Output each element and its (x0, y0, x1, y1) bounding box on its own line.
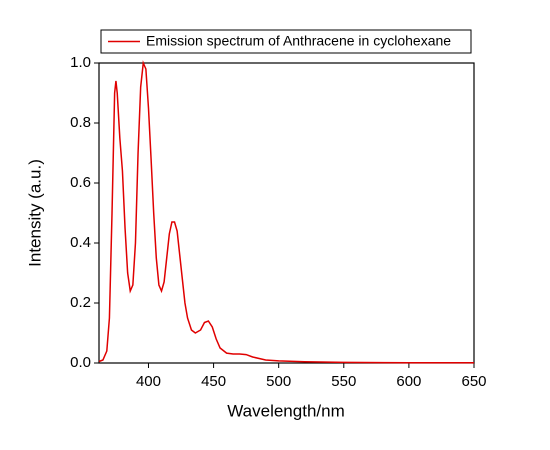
legend-text: Emission spectrum of Anthracene in cyclo… (146, 33, 451, 49)
x-tick-label: 550 (331, 373, 356, 390)
y-tick-label: 0.6 (70, 174, 91, 191)
y-tick-label: 0.4 (70, 234, 91, 251)
legend-box (100, 29, 472, 54)
y-tick-label: 0.0 (70, 354, 91, 371)
x-tick-label: 650 (461, 373, 486, 390)
y-tick-label: 1.0 (70, 54, 91, 71)
x-tick-label: 500 (266, 373, 291, 390)
x-tick-label: 450 (201, 373, 226, 390)
y-tick-label: 0.8 (70, 114, 91, 131)
x-tick-label: 600 (396, 373, 421, 390)
x-axis-title: Wavelength/nm (227, 401, 344, 420)
line-series (98, 60, 474, 364)
x-tick-label: 400 (136, 373, 161, 390)
y-tick-label: 0.2 (70, 294, 91, 311)
y-axis-title: Intensity (a.u.) (25, 159, 44, 267)
plot-frame (98, 62, 475, 364)
